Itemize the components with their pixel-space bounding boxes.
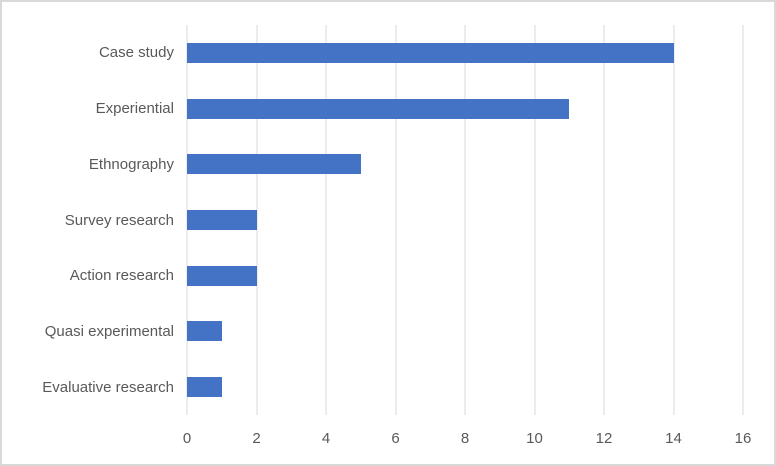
bar-row: Survey research [2,192,743,248]
gridline [395,25,396,415]
bar [187,265,257,286]
x-axis: 0 2 4 6 8 10 12 14 16 [183,430,752,450]
category-label: Quasi experimental [44,322,174,340]
bar-row: Ethnography [2,136,743,192]
bar-row: Experiential [2,81,743,137]
category-label: Survey research [64,211,174,229]
category-label: Experiential [95,100,174,118]
x-tick-label: 10 [526,430,543,447]
bar-row: Case study [2,25,743,81]
bar-row: Quasi experimental [2,304,743,360]
bar-row: Evaluative research [2,359,743,415]
bar [187,98,570,119]
x-tick-label: 12 [595,430,613,447]
x-tick-label: 0 [182,430,192,447]
category-label: Ethnography [88,155,174,173]
bar [187,377,222,398]
gridline [256,25,257,415]
category-label: Action research [69,267,174,285]
bar-rows: Case study Experiential Ethnography Survey … [2,25,743,415]
bar-track [187,192,743,248]
bar-row: Action research [2,248,743,304]
bar [187,42,674,63]
bar-track [187,25,743,81]
x-tick-label: 8 [460,430,470,447]
bar-track [187,248,743,304]
bar-track [187,136,743,192]
x-tick-label: 2 [252,430,261,447]
bar [187,154,361,175]
x-tick-label: 14 [665,430,682,447]
bar [187,210,257,231]
category-label: Case study [98,44,174,62]
x-tick-label: 6 [391,430,400,447]
bar [187,321,222,342]
gridline [603,25,605,415]
gridline [464,25,466,415]
bar-track [187,81,743,137]
bar-track [187,359,743,415]
x-tick-label: 4 [321,430,331,447]
gridline [673,25,674,415]
gridline [534,25,535,415]
gridline [742,25,744,415]
bar-track [187,304,743,360]
gridline [325,25,327,415]
category-label: Evaluative research [42,378,174,396]
x-tick-label: 16 [734,430,752,447]
